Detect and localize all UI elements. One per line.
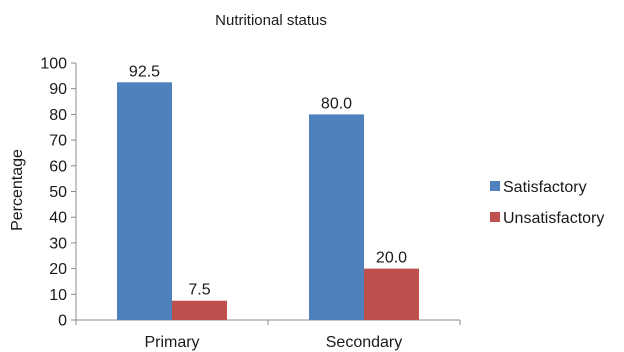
y-tick-label: 70 — [49, 133, 67, 150]
legend-label-unsatisfactory: Unsatisfactory — [503, 210, 604, 227]
x-category-label: Secondary — [326, 334, 403, 351]
bar-unsatisfactory-secondary — [364, 268, 419, 320]
y-tick-label: 30 — [49, 235, 67, 252]
bar-unsatisfactory-primary — [172, 300, 227, 320]
bar-satisfactory-primary — [117, 82, 172, 321]
y-tick-label: 80 — [49, 107, 67, 124]
legend-label-satisfactory: Satisfactory — [503, 179, 587, 196]
bar-satisfactory-secondary — [309, 114, 364, 321]
y-tick-label: 100 — [40, 56, 67, 73]
legend-swatch-satisfactory — [490, 181, 500, 191]
data-label: 7.5 — [188, 282, 210, 299]
data-label: 80.0 — [321, 95, 352, 112]
y-axis-title: Percentage — [9, 149, 26, 231]
x-category-label: Primary — [144, 334, 199, 351]
y-tick-label: 60 — [49, 158, 67, 175]
y-tick-label: 0 — [58, 313, 67, 330]
y-tick-label: 50 — [49, 184, 67, 201]
y-tick-label: 10 — [49, 287, 67, 304]
y-tick-label: 20 — [49, 261, 67, 278]
y-tick-label: 40 — [49, 210, 67, 227]
data-label: 20.0 — [376, 250, 407, 267]
chart-title: Nutritional status — [215, 12, 327, 29]
legend-swatch-unsatisfactory — [490, 212, 500, 222]
legend: Satisfactory Unsatisfactory — [490, 179, 604, 227]
y-tick-label: 90 — [49, 81, 67, 98]
data-label: 92.5 — [129, 63, 160, 80]
plot-area: 0 10 20 30 40 50 60 70 80 90 100 Primary 92.5 7.5 Seco… — [40, 56, 461, 351]
